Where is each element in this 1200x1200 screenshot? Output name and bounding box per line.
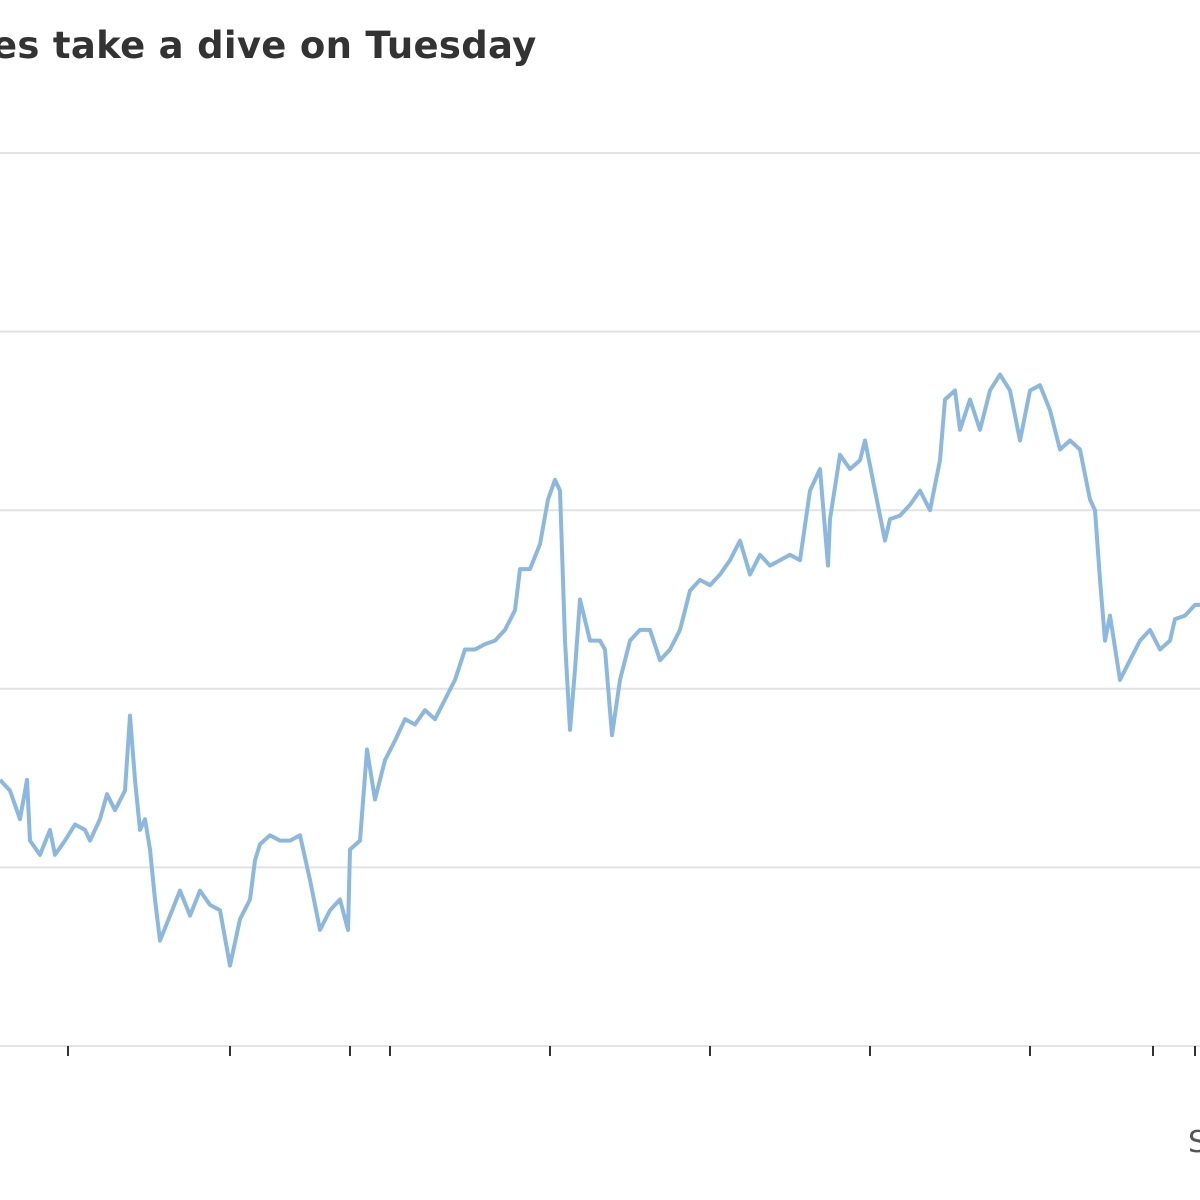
gridlines xyxy=(0,152,1200,1047)
series-line-price xyxy=(0,372,1200,968)
source-label: S xyxy=(1188,1125,1200,1160)
chart-title: es take a dive on Tuesday xyxy=(0,24,537,67)
x-axis-ticks xyxy=(67,1046,1196,1056)
series-lines xyxy=(0,372,1200,968)
